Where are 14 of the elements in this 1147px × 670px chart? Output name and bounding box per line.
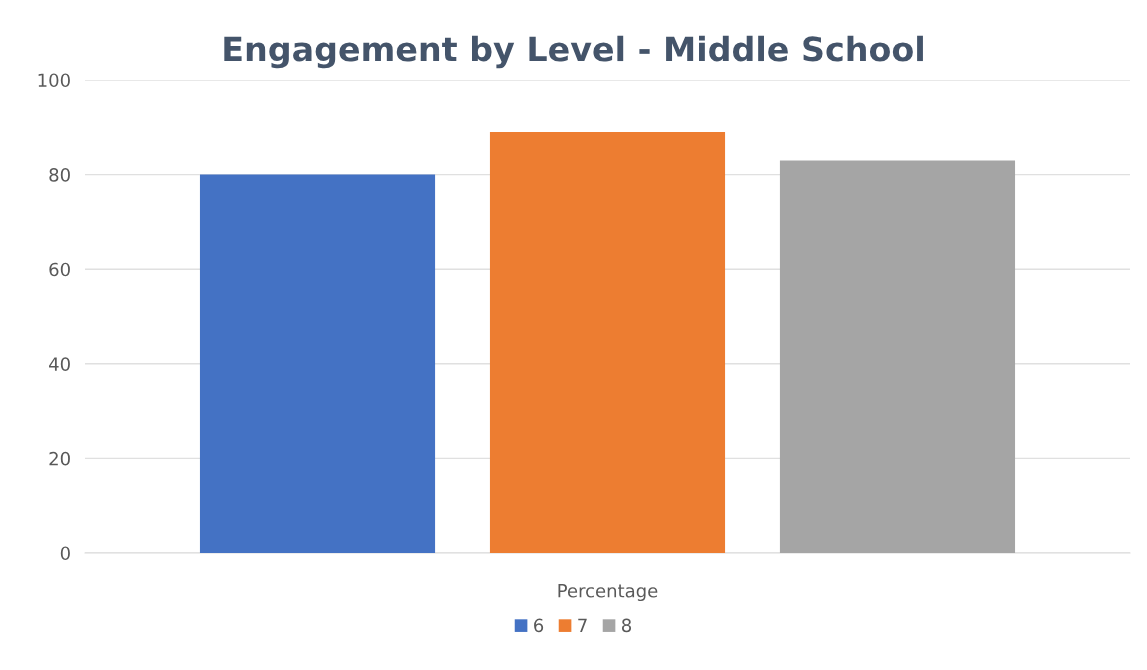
y-tick-label: 100	[38, 73, 70, 88]
bar	[779, 160, 1016, 553]
y-tick-label: 80	[49, 168, 70, 182]
legend-label: 6	[534, 618, 544, 633]
bar	[489, 132, 726, 553]
y-tick-label: 60	[49, 262, 70, 277]
y-tick-label: 0	[60, 546, 70, 561]
bar	[199, 174, 436, 553]
y-tick-label: 40	[49, 357, 70, 371]
legend-label: 7	[578, 618, 587, 632]
chart-title: Engagement by Level - Middle School	[224, 35, 923, 69]
legend-label: 8	[622, 618, 632, 633]
y-tick-label: 20	[49, 451, 70, 466]
x-tick-label: Percentage	[558, 584, 658, 602]
